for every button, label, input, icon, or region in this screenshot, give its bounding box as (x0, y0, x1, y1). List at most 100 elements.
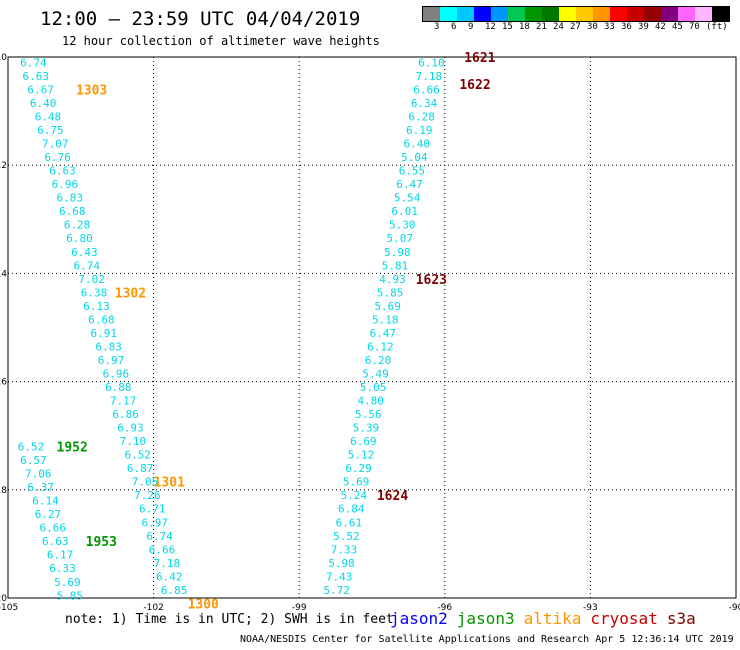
wave-height-value: 6.47 (370, 327, 397, 340)
wave-height-value: 5.85 (57, 589, 84, 602)
wave-height-value: 6.67 (27, 83, 54, 96)
wave-height-value: 5.98 (384, 246, 411, 259)
wave-height-value: 6.42 (156, 570, 183, 583)
wave-height-value: 6.43 (71, 246, 98, 259)
wave-height-value: 6.66 (149, 543, 176, 556)
wave-height-value: 7.06 (25, 468, 51, 481)
y-tick-label: -18 (0, 486, 7, 496)
wave-height-value: 6.84 (338, 503, 365, 516)
wave-height-value: 6.14 (32, 495, 59, 508)
wave-height-value: 6.71 (139, 503, 166, 516)
wave-height-value: 6.96 (103, 367, 130, 380)
wave-height-value: 6.96 (52, 178, 79, 191)
wave-height-value: 6.74 (146, 530, 173, 543)
color-swatch (542, 7, 559, 21)
wave-height-value: 7.33 (331, 543, 358, 556)
pass-time-label: 1624 (377, 489, 408, 504)
wave-height-value: 4.93 (379, 273, 406, 286)
wave-height-value: 5.49 (362, 367, 389, 380)
x-tick-label: -90 (729, 603, 740, 613)
color-scale-label: 42 (655, 22, 666, 32)
color-scale-labels: 3 6 9 12 15 18 21 24 27 30 33 36 39 42 45 70 (ft) (422, 22, 740, 34)
color-swatch (712, 7, 729, 21)
y-tick-label: -10 (0, 53, 7, 63)
wave-height-value: 6.66 (413, 83, 440, 96)
x-tick-label: -99 (292, 603, 307, 613)
wave-height-value: 6.63 (49, 165, 76, 178)
x-tick-label: -105 (0, 603, 18, 613)
color-swatch (644, 7, 661, 21)
footer-note: note: 1) Time is in UTC; 2) SWH is in fe… (65, 612, 394, 627)
wave-height-value: 6.27 (35, 508, 62, 521)
wave-height-value: 6.52 (124, 449, 151, 462)
wave-height-value: 6.38 (81, 286, 108, 299)
color-swatch (695, 7, 712, 21)
page-subtitle: 12 hour collection of altimeter wave hei… (62, 34, 380, 48)
color-swatch (508, 7, 525, 21)
wave-height-value: 5.69 (343, 476, 370, 489)
wave-height-value: 6.83 (57, 192, 84, 205)
wave-height-value: 5.52 (333, 530, 360, 543)
wave-height-value: 5.18 (372, 313, 399, 326)
color-swatch (440, 7, 457, 21)
wave-height-value: 7.26 (134, 489, 161, 502)
wave-height-value: 5.72 (323, 584, 350, 597)
wave-height-value: 6.40 (30, 97, 57, 110)
color-scale-label: 6 (451, 22, 457, 32)
color-scale-label: 12 (485, 22, 496, 32)
pass-time-label: 1300 (188, 597, 219, 612)
color-scale-label: 70 (689, 22, 700, 32)
wave-height-value: 6.83 (95, 340, 122, 353)
color-scale-label: 3 (434, 22, 440, 32)
wave-height-value: 6.74 (74, 259, 101, 272)
wave-height-value: 6.55 (399, 165, 426, 178)
color-scale-label: 45 (672, 22, 683, 32)
wave-height-value: 4.80 (357, 395, 384, 408)
wave-height-value: 6.17 (47, 549, 74, 562)
color-scale-label: 27 (570, 22, 581, 32)
color-scale-label: 18 (519, 22, 530, 32)
wave-height-value: 7.10 (120, 435, 147, 448)
pass-time-label: 1301 (154, 476, 185, 491)
color-scale-label: 9 (468, 22, 474, 32)
wave-height-value: 6.13 (83, 300, 110, 313)
x-tick-label: -96 (437, 603, 452, 613)
color-scale-label: 24 (553, 22, 564, 32)
wave-height-value: 6.47 (396, 178, 423, 191)
wave-height-value: 6.40 (404, 138, 431, 151)
wave-height-value: 6.29 (345, 462, 372, 475)
pass-time-label: 1952 (57, 441, 88, 456)
wave-height-value: 6.80 (66, 232, 93, 245)
wave-height-value: 6.88 (105, 381, 132, 394)
pass-time-label: 1622 (459, 78, 490, 93)
color-swatch (661, 7, 678, 21)
wave-height-value: 7.17 (110, 395, 137, 408)
wave-height-value: 6.97 (98, 354, 125, 367)
wave-height-value: 5.69 (54, 576, 81, 589)
y-tick-label: -16 (0, 378, 7, 388)
wave-height-value: 7.05 (132, 476, 159, 489)
wave-height-value: 5.39 (353, 422, 380, 435)
wave-height-value: 6.86 (112, 408, 139, 421)
color-scale-label: (ft) (706, 22, 728, 32)
y-tick-label: -12 (0, 161, 7, 171)
pass-time-label: 1623 (416, 273, 447, 288)
color-scale-bar (422, 6, 730, 22)
wave-height-value: 6.33 (49, 562, 76, 575)
wave-height-value: 6.28 (408, 111, 435, 124)
pass-time-label: 1302 (115, 286, 146, 301)
wave-height-value: 6.91 (91, 327, 118, 340)
wave-height-value: 6.75 (37, 124, 64, 137)
satellite-label-altika: altika (523, 609, 582, 628)
wave-height-value: 6.68 (59, 205, 86, 218)
color-scale-label: 36 (621, 22, 632, 32)
color-swatch (627, 7, 644, 21)
color-swatch (610, 7, 627, 21)
color-scale-label: 33 (604, 22, 615, 32)
wave-height-value: 7.43 (326, 570, 353, 583)
wave-height-value: 6.76 (44, 151, 71, 164)
wave-height-value: 6.68 (88, 313, 115, 326)
color-swatch (525, 7, 542, 21)
color-scale-label: 15 (502, 22, 513, 32)
